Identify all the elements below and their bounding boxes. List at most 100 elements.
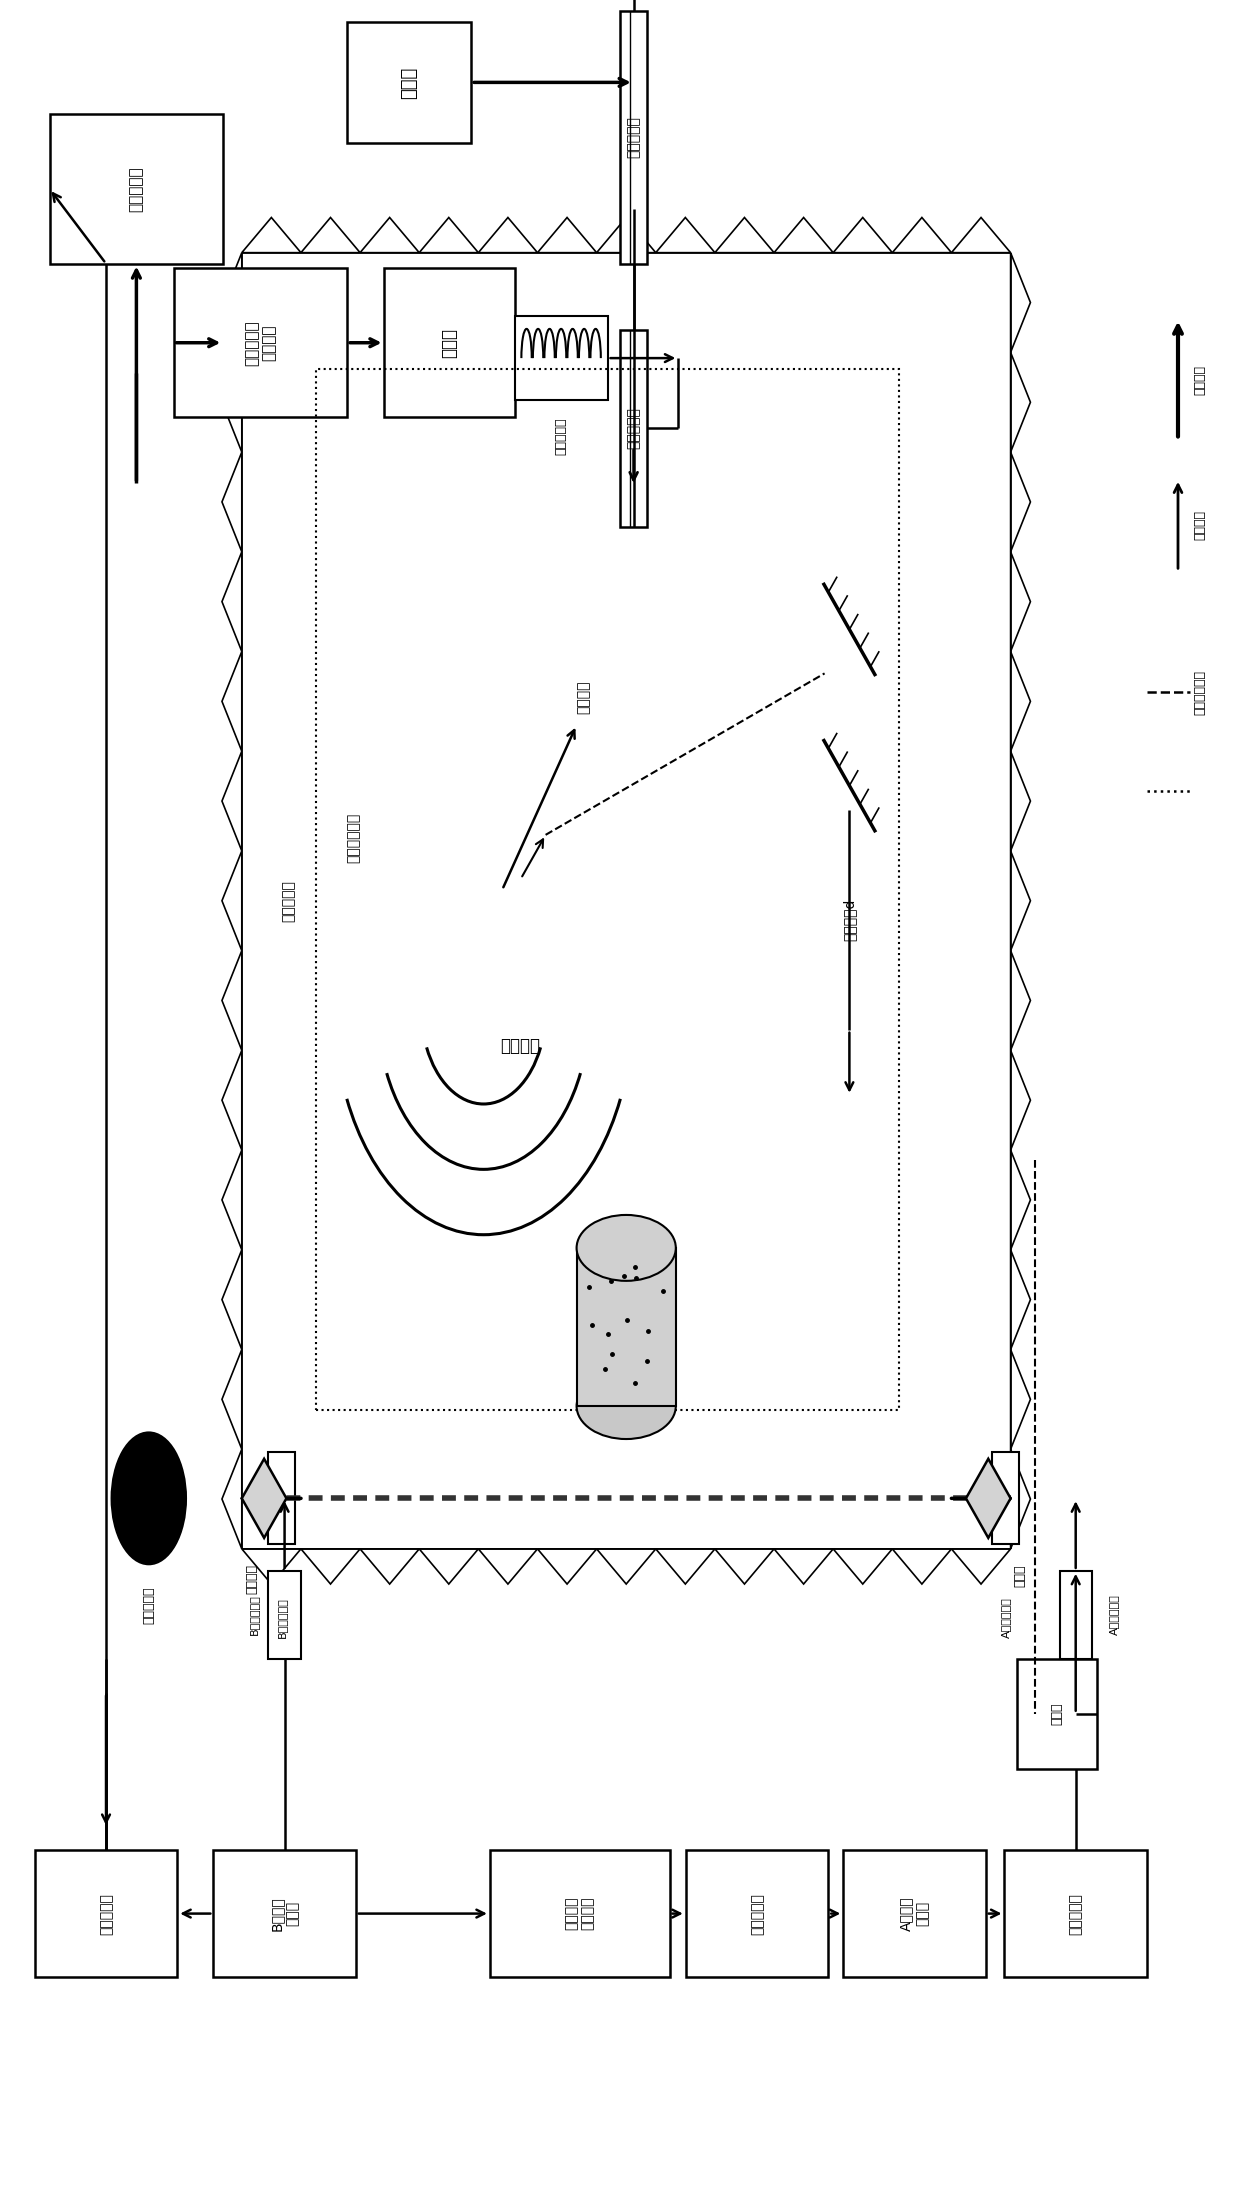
Polygon shape <box>419 218 479 253</box>
Polygon shape <box>537 1549 596 1584</box>
Polygon shape <box>1011 1149 1030 1250</box>
Text: 锁频控制器: 锁频控制器 <box>750 1892 764 1936</box>
Text: 分束器: 分束器 <box>1050 1703 1064 1725</box>
Circle shape <box>112 1432 186 1564</box>
Polygon shape <box>301 1549 360 1584</box>
Text: 热敏功率座: 热敏功率座 <box>554 417 568 455</box>
Polygon shape <box>715 1549 774 1584</box>
Polygon shape <box>656 1549 715 1584</box>
Text: 半透反镜: 半透反镜 <box>246 1564 258 1595</box>
Text: 信号源: 信号源 <box>401 66 418 99</box>
Text: 探测激光器: 探测激光器 <box>1069 1892 1083 1936</box>
Polygon shape <box>537 218 596 253</box>
Polygon shape <box>242 1459 286 1538</box>
Text: 被测天线: 被测天线 <box>577 681 590 714</box>
Polygon shape <box>1011 653 1030 751</box>
Polygon shape <box>222 850 242 951</box>
Text: 低通滤波器: 低通滤波器 <box>626 116 641 158</box>
Bar <box>620 11 647 264</box>
Polygon shape <box>774 1549 833 1584</box>
Text: 耦合激光: 耦合激光 <box>1193 365 1205 395</box>
Polygon shape <box>715 218 774 253</box>
Bar <box>268 1452 295 1544</box>
Polygon shape <box>301 218 360 253</box>
Text: 电磁吸波室: 电磁吸波室 <box>281 879 296 923</box>
Bar <box>347 22 471 143</box>
Polygon shape <box>893 218 951 253</box>
Polygon shape <box>951 218 1011 253</box>
Text: 折反镜: 折反镜 <box>1013 1564 1025 1586</box>
Text: 定向耦合器: 定向耦合器 <box>626 406 641 450</box>
Text: 测试区域边界: 测试区域边界 <box>346 813 361 863</box>
Bar <box>515 316 608 400</box>
Polygon shape <box>1011 1450 1030 1549</box>
Text: 探测激光: 探测激光 <box>1193 510 1205 540</box>
Polygon shape <box>479 218 537 253</box>
Bar <box>1017 1659 1097 1769</box>
Text: 原子炮和
吸收谱仪: 原子炮和 吸收谱仪 <box>564 1896 595 1931</box>
Polygon shape <box>222 951 242 1050</box>
Bar <box>577 1248 676 1406</box>
Text: 数字示波器: 数字示波器 <box>129 167 144 211</box>
Polygon shape <box>419 1549 479 1584</box>
Polygon shape <box>833 218 893 253</box>
Polygon shape <box>1011 951 1030 1050</box>
Text: 耦合激光器: 耦合激光器 <box>99 1892 113 1936</box>
Bar <box>1060 1571 1092 1659</box>
Polygon shape <box>1011 1050 1030 1149</box>
Polygon shape <box>1011 551 1030 653</box>
Polygon shape <box>1011 352 1030 453</box>
Text: A光纤准直器: A光纤准直器 <box>1110 1595 1120 1635</box>
Polygon shape <box>242 218 301 253</box>
Text: A激光器
控制器: A激光器 控制器 <box>899 1896 930 1931</box>
Bar <box>174 268 347 417</box>
Text: B激光器
控制器: B激光器 控制器 <box>269 1896 300 1931</box>
Polygon shape <box>222 751 242 850</box>
Bar <box>490 1850 670 1977</box>
Text: 原子气室: 原子气室 <box>500 1037 541 1055</box>
Polygon shape <box>893 1549 951 1584</box>
Polygon shape <box>596 218 656 253</box>
Text: 光电探测器: 光电探测器 <box>143 1586 155 1624</box>
Polygon shape <box>1011 253 1030 352</box>
Text: 功率计: 功率计 <box>440 327 459 358</box>
Text: 有效距离d: 有效距离d <box>842 899 857 940</box>
Text: B光纤准直器: B光纤准直器 <box>248 1595 258 1635</box>
Bar <box>50 114 223 264</box>
Polygon shape <box>222 551 242 653</box>
Bar <box>384 268 515 417</box>
Polygon shape <box>1011 850 1030 951</box>
Polygon shape <box>222 653 242 751</box>
Polygon shape <box>222 1450 242 1549</box>
Polygon shape <box>966 1459 1011 1538</box>
Polygon shape <box>222 1149 242 1250</box>
Bar <box>316 369 899 1410</box>
Polygon shape <box>360 1549 419 1584</box>
Polygon shape <box>1011 751 1030 850</box>
Polygon shape <box>1011 453 1030 551</box>
Bar <box>620 330 647 527</box>
Bar <box>992 1452 1019 1544</box>
Bar <box>1004 1850 1147 1977</box>
Polygon shape <box>1011 1250 1030 1349</box>
Text: 单模保偏光纤: 单模保偏光纤 <box>1193 670 1205 714</box>
Polygon shape <box>222 1349 242 1450</box>
Polygon shape <box>1011 1349 1030 1450</box>
Polygon shape <box>479 1549 537 1584</box>
Bar <box>843 1850 986 1977</box>
Text: A光纤准直器: A光纤准直器 <box>1001 1597 1011 1639</box>
Bar <box>686 1850 828 1977</box>
Polygon shape <box>656 218 715 253</box>
Bar <box>35 1850 177 1977</box>
Polygon shape <box>833 1549 893 1584</box>
Polygon shape <box>222 253 242 352</box>
Polygon shape <box>774 218 833 253</box>
Polygon shape <box>596 1549 656 1584</box>
Polygon shape <box>242 1549 301 1584</box>
Polygon shape <box>222 1050 242 1149</box>
Polygon shape <box>360 218 419 253</box>
Text: 天线增益测
量子系统: 天线增益测 量子系统 <box>244 321 277 365</box>
Polygon shape <box>951 1549 1011 1584</box>
Bar <box>268 1571 300 1659</box>
Ellipse shape <box>577 1215 676 1281</box>
